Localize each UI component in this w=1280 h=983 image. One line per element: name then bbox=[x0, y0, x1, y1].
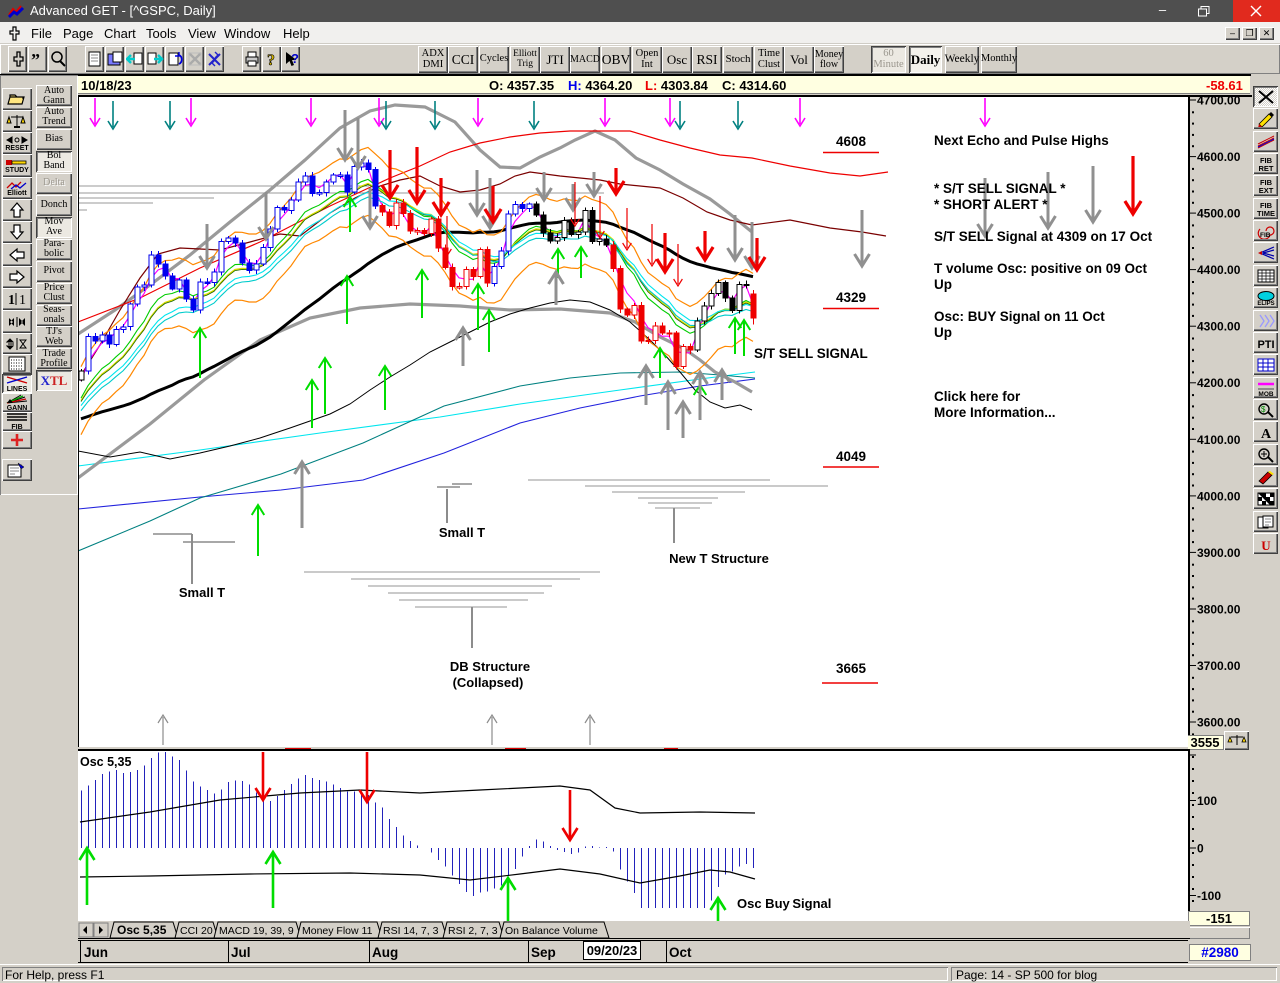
svg-text:S/T SELL SIGNAL: S/T SELL SIGNAL bbox=[754, 346, 868, 361]
svg-text:PTI: PTI bbox=[1257, 339, 1274, 351]
svg-text:RET: RET bbox=[1258, 164, 1273, 172]
svg-text:DB Structure: DB Structure bbox=[450, 659, 530, 674]
svg-text:Osc Buy Signal: Osc Buy Signal bbox=[737, 896, 831, 911]
svg-text:3800.00: 3800.00 bbox=[1197, 603, 1241, 617]
svg-text:On Balance Volume: On Balance Volume bbox=[505, 925, 598, 937]
svg-text:MOB: MOB bbox=[1258, 391, 1273, 396]
svg-text:Osc: BUY Signal on 11 Oct: Osc: BUY Signal on 11 Oct bbox=[934, 309, 1105, 324]
svg-text:More Information...: More Information... bbox=[934, 405, 1056, 420]
svg-text:ELIPS: ELIPS bbox=[1257, 301, 1274, 306]
svg-text:Money Flow 11: Money Flow 11 bbox=[302, 925, 373, 937]
svg-text:Click here for: Click here for bbox=[934, 389, 1021, 404]
svg-text:?: ? bbox=[267, 52, 275, 68]
svg-text:4300.00: 4300.00 bbox=[1197, 320, 1241, 334]
svg-text:MACD 19, 39, 9: MACD 19, 39, 9 bbox=[219, 925, 294, 937]
svg-text:Next Echo and Pulse Highs: Next Echo and Pulse Highs bbox=[934, 133, 1109, 148]
svg-text:4200.00: 4200.00 bbox=[1197, 376, 1241, 390]
svg-text:4700.00: 4700.00 bbox=[1197, 95, 1241, 108]
svg-text:4000.00: 4000.00 bbox=[1197, 489, 1241, 503]
svg-text:Small T: Small T bbox=[439, 525, 485, 540]
svg-text:S/T SELL Signal at 4309 on 17: S/T SELL Signal at 4309 on 17 Oct bbox=[934, 229, 1153, 244]
svg-text:CCI 20: CCI 20 bbox=[180, 925, 213, 937]
svg-text:100: 100 bbox=[1197, 794, 1217, 808]
svg-text:FIB: FIB bbox=[1260, 232, 1271, 239]
svg-text:Small T: Small T bbox=[179, 585, 225, 600]
svg-text:?: ? bbox=[291, 51, 299, 66]
svg-text:3700.00: 3700.00 bbox=[1197, 659, 1241, 673]
svg-text:4600.00: 4600.00 bbox=[1197, 150, 1241, 164]
svg-text:4608: 4608 bbox=[836, 134, 867, 149]
svg-text:4049: 4049 bbox=[836, 449, 866, 464]
svg-text:U: U bbox=[1261, 538, 1271, 552]
svg-text:4100.00: 4100.00 bbox=[1197, 433, 1241, 447]
svg-text:FIB: FIB bbox=[1259, 178, 1272, 187]
svg-text:4329: 4329 bbox=[836, 290, 866, 305]
svg-text:1: 1 bbox=[19, 293, 26, 307]
svg-text:TIME: TIME bbox=[1257, 209, 1275, 217]
svg-text:4400.00: 4400.00 bbox=[1197, 263, 1241, 277]
svg-text:EXT: EXT bbox=[1258, 186, 1273, 194]
svg-text:Up: Up bbox=[934, 277, 952, 292]
svg-text:3600.00: 3600.00 bbox=[1197, 716, 1241, 730]
svg-text:-100: -100 bbox=[1197, 889, 1221, 903]
svg-text:New T Structure: New T Structure bbox=[669, 551, 769, 566]
svg-text:RSI 2, 7, 3: RSI 2, 7, 3 bbox=[448, 925, 498, 937]
svg-text:$: $ bbox=[1261, 405, 1266, 414]
svg-text:4500.00: 4500.00 bbox=[1197, 207, 1241, 221]
svg-text:3665: 3665 bbox=[836, 661, 867, 676]
svg-text:1: 1 bbox=[8, 293, 15, 307]
svg-text:0: 0 bbox=[1197, 842, 1204, 856]
svg-text:(Collapsed): (Collapsed) bbox=[453, 675, 524, 690]
svg-text:”: ” bbox=[31, 50, 40, 68]
svg-text:Osc 5,35: Osc 5,35 bbox=[117, 923, 167, 937]
svg-text:FIB: FIB bbox=[1259, 201, 1272, 210]
svg-text:Osc 5,35: Osc 5,35 bbox=[80, 755, 131, 769]
svg-text:FIB: FIB bbox=[1259, 156, 1272, 165]
svg-text:Up: Up bbox=[934, 325, 952, 340]
svg-text:* SHORT ALERT *: * SHORT ALERT * bbox=[934, 197, 1048, 212]
svg-text:T volume Osc: positive on 09 O: T volume Osc: positive on 09 Oct bbox=[934, 261, 1148, 276]
svg-text:A: A bbox=[1260, 427, 1271, 440]
svg-text:RSI 14, 7, 3: RSI 14, 7, 3 bbox=[383, 925, 439, 937]
svg-text:3900.00: 3900.00 bbox=[1197, 546, 1241, 560]
svg-text:* S/T SELL SIGNAL *: * S/T SELL SIGNAL * bbox=[934, 181, 1066, 196]
